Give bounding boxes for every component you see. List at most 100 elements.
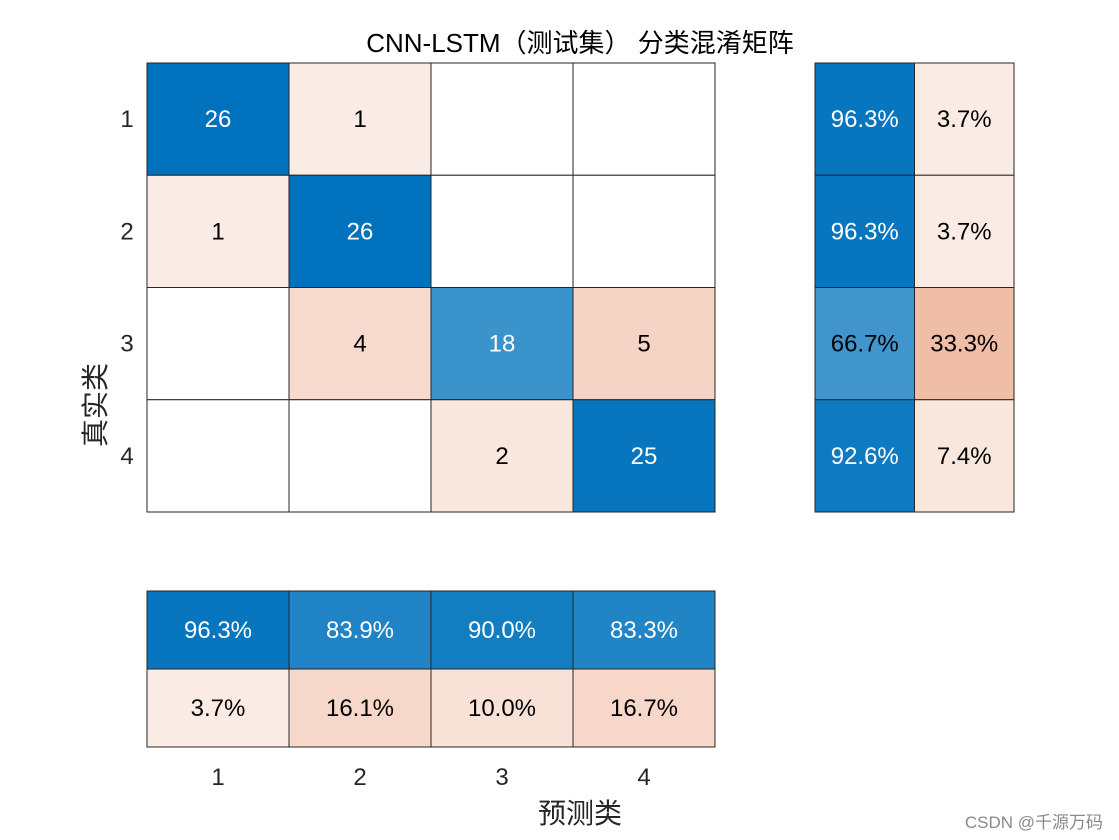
column-summary-correct-4-fill bbox=[572, 590, 716, 670]
matrix-cell-r4-c2-fill bbox=[288, 399, 432, 513]
row-summary-incorrect-3-value: 33.3% bbox=[930, 331, 998, 358]
column-summary-correct-3: 90.0% bbox=[430, 590, 574, 670]
matrix-cell-r4-c2 bbox=[288, 399, 432, 513]
row-summary-incorrect-4-value: 7.4% bbox=[937, 443, 992, 470]
column-summary-incorrect-1-fill bbox=[146, 668, 290, 748]
watermark: CSDN @千源万码 bbox=[965, 813, 1103, 832]
column-summary-correct-4-value: 83.3% bbox=[610, 617, 678, 644]
row-summary-correct-2-value: 96.3% bbox=[831, 218, 899, 245]
matrix-cell-r4-c4-fill bbox=[572, 399, 716, 513]
matrix-cell-r1-c2: 1 bbox=[288, 62, 432, 176]
matrix-cell-r3-c2: 4 bbox=[288, 287, 432, 401]
column-summary-correct-4: 83.3% bbox=[572, 590, 716, 670]
matrix-cell-r3-c4-value: 5 bbox=[637, 331, 650, 358]
matrix-cell-r4-c1 bbox=[146, 399, 290, 513]
matrix-cell-r1-c1-fill bbox=[146, 62, 290, 176]
row-summary-correct-1-value: 96.3% bbox=[831, 106, 899, 133]
row-summary-correct-1: 96.3% bbox=[814, 62, 915, 176]
matrix-cell-r4-c4: 25 bbox=[572, 399, 716, 513]
column-summary-incorrect-2: 16.1% bbox=[288, 668, 432, 748]
x-tick-3: 3 bbox=[495, 764, 508, 791]
row-summary-incorrect-4-fill bbox=[914, 399, 1015, 513]
matrix-cell-r1-c1: 26 bbox=[146, 62, 290, 176]
matrix-cell-r4-c4-value: 25 bbox=[631, 443, 658, 470]
row-summary-correct-2-fill bbox=[814, 174, 915, 288]
column-summary-correct-1: 96.3% bbox=[146, 590, 290, 670]
x-tick-1: 1 bbox=[211, 764, 224, 791]
column-summary-incorrect-3-value: 10.0% bbox=[468, 695, 536, 722]
row-summary-correct-2: 96.3% bbox=[814, 174, 915, 288]
y-tick-1: 1 bbox=[120, 106, 133, 133]
matrix-cell-r2-c1-value: 1 bbox=[211, 218, 224, 245]
matrix-cell-r3-c4: 5 bbox=[572, 287, 716, 401]
row-summary-correct-4-fill bbox=[814, 399, 915, 513]
matrix-cell-r3-c1-fill bbox=[146, 287, 290, 401]
matrix-cell-r4-c3-fill bbox=[430, 399, 574, 513]
row-summary-incorrect-2: 3.7% bbox=[914, 174, 1015, 288]
x-tick-2: 2 bbox=[353, 764, 366, 791]
row-summary-incorrect-4: 7.4% bbox=[914, 399, 1015, 513]
column-summary-correct-2: 83.9% bbox=[288, 590, 432, 670]
row-summary-incorrect-3: 33.3% bbox=[914, 287, 1015, 401]
column-summary-incorrect-1-value: 3.7% bbox=[191, 695, 246, 722]
column-summary-incorrect-3-fill bbox=[430, 668, 574, 748]
column-summary-correct-1-value: 96.3% bbox=[184, 617, 252, 644]
row-summary-correct-3: 66.7% bbox=[814, 287, 915, 401]
matrix-cell-r2-c3 bbox=[430, 174, 574, 288]
row-summary-incorrect-2-value: 3.7% bbox=[937, 218, 992, 245]
y-tick-2: 2 bbox=[120, 218, 133, 245]
row-summary-incorrect-1: 3.7% bbox=[914, 62, 1015, 176]
row-summary-incorrect-1-value: 3.7% bbox=[937, 106, 992, 133]
chart-title: CNN-LSTM（测试集） 分类混淆矩阵 bbox=[366, 28, 794, 58]
column-summary-correct-2-value: 83.9% bbox=[326, 617, 394, 644]
matrix-cell-r1-c2-fill bbox=[288, 62, 432, 176]
column-summary-incorrect-2-fill bbox=[288, 668, 432, 748]
y-tick-4: 4 bbox=[120, 443, 133, 470]
matrix-cell-r3-c1 bbox=[146, 287, 290, 401]
column-summary-incorrect-2-value: 16.1% bbox=[326, 695, 394, 722]
matrix-cell-r2-c1: 1 bbox=[146, 174, 290, 288]
column-summary-correct-2-fill bbox=[288, 590, 432, 670]
column-summary-incorrect-3: 10.0% bbox=[430, 668, 574, 748]
matrix-cell-r1-c4-fill bbox=[572, 62, 716, 176]
row-summary-incorrect-3-fill bbox=[914, 287, 1015, 401]
matrix-cell-r2-c2: 26 bbox=[288, 174, 432, 288]
matrix-cell-r4-c3: 2 bbox=[430, 399, 574, 513]
column-summary-incorrect-1: 3.7% bbox=[146, 668, 290, 748]
matrix-cell-r3-c2-value: 4 bbox=[353, 331, 366, 358]
row-summary-correct-3-value: 66.7% bbox=[831, 331, 899, 358]
column-summary-incorrect-4: 16.7% bbox=[572, 668, 716, 748]
y-tick-labels: 1 2 3 4 bbox=[120, 106, 133, 470]
row-summary-correct-1-fill bbox=[814, 62, 915, 176]
column-summary-incorrect-4-value: 16.7% bbox=[610, 695, 678, 722]
column-summary-correct-3-value: 90.0% bbox=[468, 617, 536, 644]
row-summary-correct-3-fill bbox=[814, 287, 915, 401]
matrix-cell-r2-c2-value: 26 bbox=[347, 218, 374, 245]
matrix-cell-r1-c3 bbox=[430, 62, 574, 176]
row-summary-correct-4: 92.6% bbox=[814, 399, 915, 513]
matrix-cell-r4-c3-value: 2 bbox=[495, 443, 508, 470]
matrix-cell-r2-c1-fill bbox=[146, 174, 290, 288]
y-tick-3: 3 bbox=[120, 331, 133, 358]
column-summary-incorrect-4-fill bbox=[572, 668, 716, 748]
matrix-cell-r1-c4 bbox=[572, 62, 716, 176]
matrix-cell-r2-c4-fill bbox=[572, 174, 716, 288]
matrix-cell-r1-c1-value: 26 bbox=[205, 106, 232, 133]
row-summary-grid: 96.3% 3.7% 96.3% 3.7% 66.7% 33.3% 92.6% 7.4% bbox=[814, 62, 1015, 513]
matrix-cell-r3-c3: 18 bbox=[430, 287, 574, 401]
matrix-cell-r2-c2-fill bbox=[288, 174, 432, 288]
column-summary-grid: 96.3% 3.7% 83.9% 16.1% 90.0% 10.0% 83.3% 16.7% bbox=[146, 590, 716, 748]
matrix-cell-r2-c4 bbox=[572, 174, 716, 288]
x-tick-4: 4 bbox=[637, 764, 650, 791]
matrix-cell-r1-c2-value: 1 bbox=[353, 106, 366, 133]
matrix-cell-r4-c1-fill bbox=[146, 399, 290, 513]
matrix-cell-r2-c3-fill bbox=[430, 174, 574, 288]
matrix-cell-r3-c3-value: 18 bbox=[489, 331, 516, 358]
row-summary-correct-4-value: 92.6% bbox=[831, 443, 899, 470]
matrix-cell-r3-c4-fill bbox=[572, 287, 716, 401]
x-tick-labels: 1 2 3 4 bbox=[211, 764, 650, 791]
x-axis-label: 预测类 bbox=[538, 798, 622, 829]
row-summary-incorrect-2-fill bbox=[914, 174, 1015, 288]
confusion-matrix-grid: 26 1 1 26 4 18 5 2 25 bbox=[146, 62, 716, 513]
